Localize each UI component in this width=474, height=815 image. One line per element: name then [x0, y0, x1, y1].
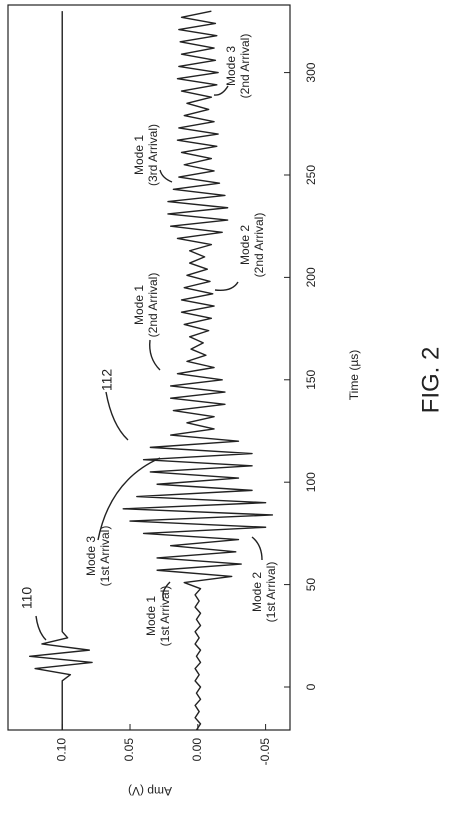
x-tick-label: 300: [304, 62, 318, 82]
annotation: (1st Arrival): [264, 562, 278, 623]
arrow: [213, 85, 229, 96]
figure-label: FIG. 2: [417, 347, 444, 414]
arrow: [149, 339, 161, 371]
y-axis-label: Amp (V): [128, 784, 172, 798]
annotation: Mode 3: [224, 46, 238, 86]
x-tick-label: 250: [304, 165, 318, 185]
annotation: (2nd Arrival): [252, 213, 266, 278]
trace: [122, 10, 274, 731]
x-tick-label: 100: [304, 472, 318, 492]
annotation: 112: [99, 369, 115, 392]
trace: [28, 11, 93, 730]
arrow: [159, 169, 173, 183]
annotation: (2nd Arrival): [146, 273, 160, 338]
arrows: [35, 85, 263, 641]
x-tick-label: 0: [304, 683, 318, 690]
y-tick-label: -0.05: [258, 738, 272, 766]
arrow: [97, 457, 161, 541]
annotation: Mode 2: [250, 572, 264, 612]
x-axis-label: Time (µs): [347, 350, 361, 400]
x-tick-label: 150: [304, 369, 318, 389]
x-tick-label: 200: [304, 267, 318, 287]
x-tick-label: 50: [304, 578, 318, 592]
annotation: (1st Arrival): [98, 526, 112, 587]
annotation: Mode 2: [238, 225, 252, 265]
annotation: (2nd Arrival): [238, 34, 252, 99]
arrow: [105, 391, 129, 441]
annotation: Mode 3: [84, 536, 98, 576]
annotation: Mode 1: [132, 135, 146, 175]
plot-frame: [7, 4, 291, 731]
annotation: Mode 1: [144, 596, 158, 636]
arrow: [214, 281, 239, 292]
arrow: [35, 615, 47, 641]
arrow: [251, 536, 263, 561]
y-tick-label: 0.05: [122, 738, 136, 762]
arrow: [162, 581, 171, 601]
annotation: 110: [19, 587, 35, 610]
annotation: (3rd Arrival): [146, 124, 160, 186]
y-tick-label: 0.10: [54, 738, 68, 762]
y-tick-label: 0.00: [190, 738, 204, 762]
annotation: Mode 1: [132, 285, 146, 325]
annotation: (1st Arrival): [158, 586, 172, 647]
